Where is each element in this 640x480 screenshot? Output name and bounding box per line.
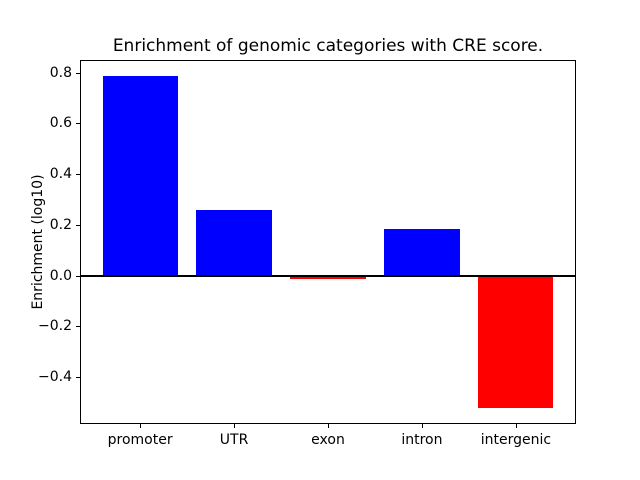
x-tick-mark: [421, 424, 423, 428]
x-tick-label-intron: intron: [401, 432, 443, 448]
x-tick-mark: [328, 424, 329, 428]
chart-title: Enrichment of genomic categories with CR…: [112, 36, 544, 56]
x-tick-mark: [515, 424, 517, 428]
y-tick-mark: [76, 72, 80, 74]
y-tick-mark: [76, 174, 80, 176]
bar-exon: [290, 275, 366, 280]
x-tick-label-UTR: UTR: [219, 432, 249, 448]
y-tick-label: 0.6: [49, 115, 72, 132]
x-tick-label-promoter: promoter: [107, 432, 173, 448]
bar-UTR: [196, 209, 272, 276]
y-tick-label: −0.2: [38, 318, 72, 335]
y-tick-mark: [76, 224, 80, 226]
x-tick-mark: [234, 424, 236, 428]
x-tick-label-intergenic: intergenic: [480, 432, 552, 448]
bar-intergenic: [478, 275, 554, 408]
y-tick-label: 0.0: [49, 267, 72, 284]
y-axis-label: Enrichment (log10): [30, 174, 46, 310]
bar-promoter: [102, 76, 178, 276]
zero-line: [80, 274, 576, 277]
y-tick-mark: [76, 377, 80, 379]
y-tick-label: 0.4: [49, 166, 72, 183]
y-tick-mark: [76, 275, 80, 277]
x-tick-label-exon: exon: [311, 432, 345, 448]
bar-intron: [384, 228, 460, 276]
y-tick-mark: [76, 123, 80, 125]
x-tick-mark: [140, 424, 142, 428]
y-tick-label: 0.8: [49, 64, 72, 81]
y-tick-mark: [76, 326, 80, 328]
y-tick-label: 0.2: [49, 216, 72, 233]
y-tick-label: −0.4: [38, 369, 72, 386]
